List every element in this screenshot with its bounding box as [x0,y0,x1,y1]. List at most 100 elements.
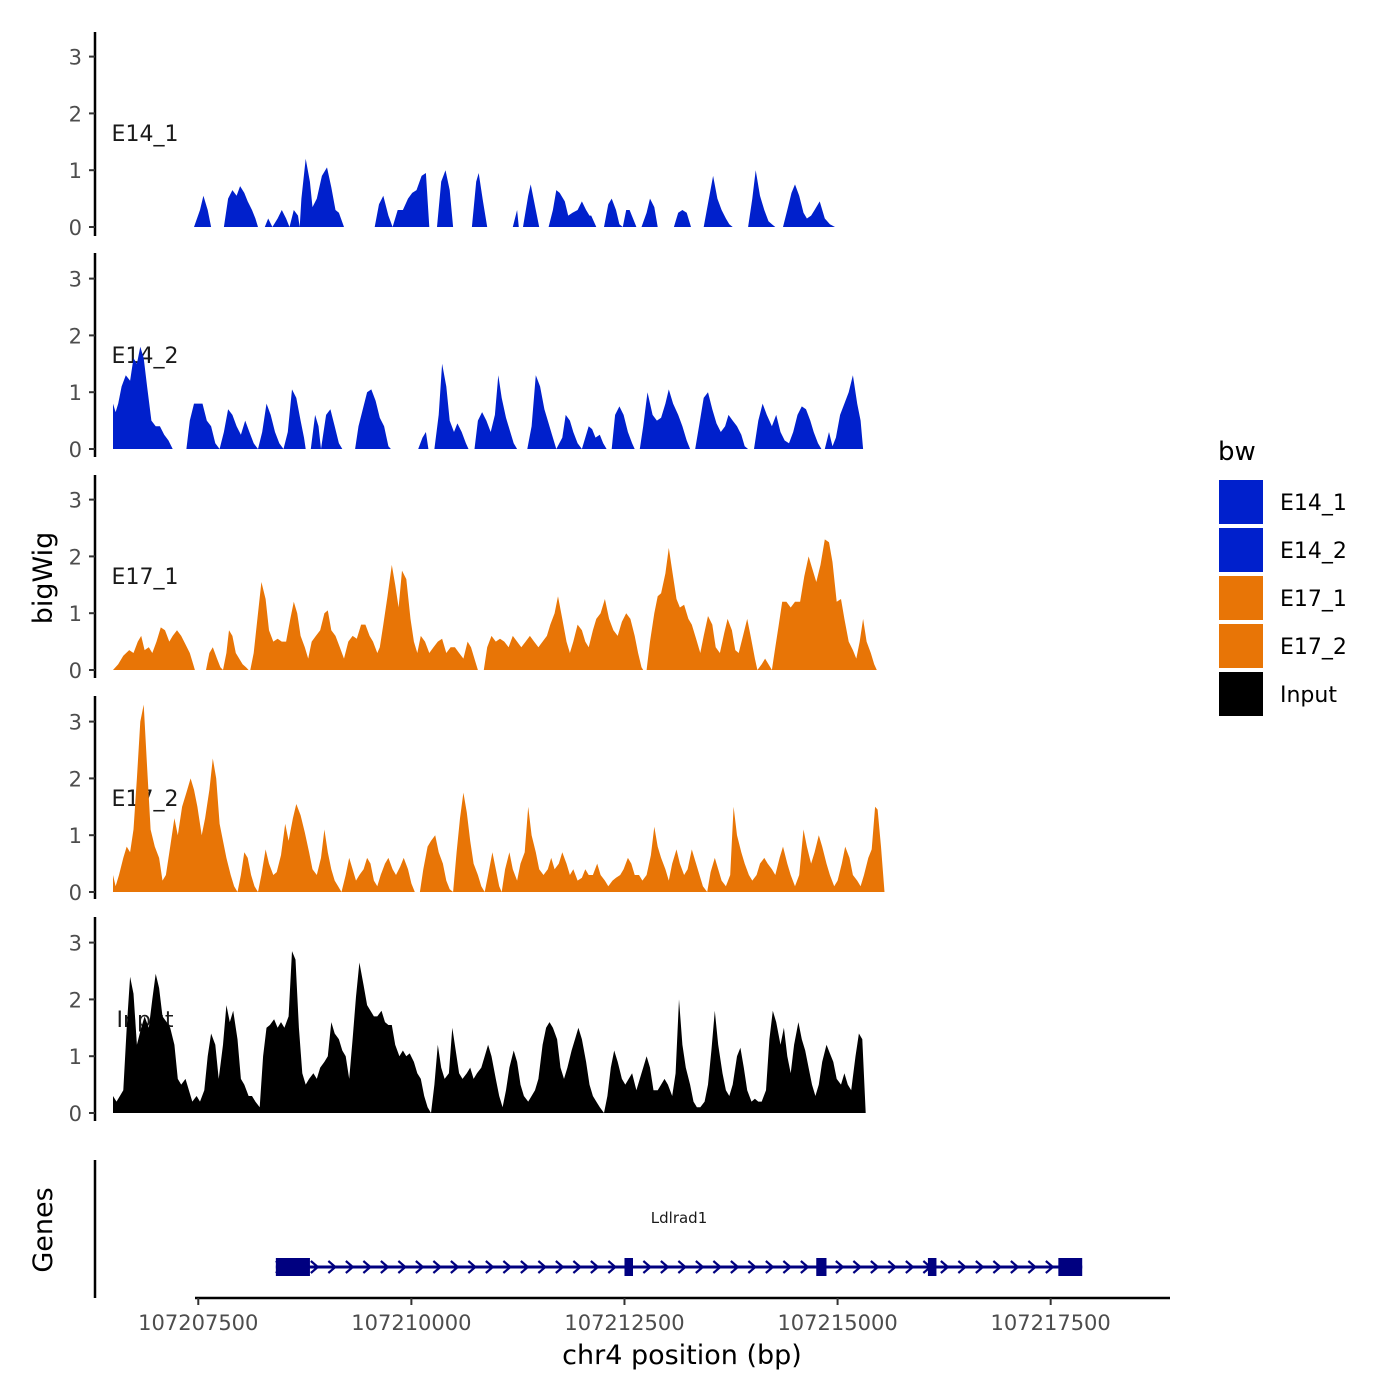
strand-arrow [852,1260,863,1274]
x-tick-label: 107215000 [777,1311,897,1335]
strand-arrow [642,1260,653,1274]
gene-Ldlrad1: Ldlrad1 [275,1209,1083,1276]
strand-arrow [485,1260,495,1274]
strand-arrow [975,1260,985,1274]
legend-swatch [1219,528,1263,572]
legend-label: Input [1280,683,1337,708]
legend-label: E14_2 [1280,539,1347,564]
strand-arrow [940,1260,950,1274]
y-tick-label: 3 [69,932,82,956]
strand-arrow [502,1260,513,1274]
x-tick-label: 107217500 [991,1311,1111,1335]
y-tick-label: 2 [69,324,82,348]
y-tick-label: 1 [69,1045,82,1069]
strand-arrow [537,1260,548,1274]
y-tick-label: 1 [69,381,82,405]
y-axis-title: bigWig [28,532,59,625]
y-tick-label: 3 [69,711,82,735]
strand-arrow [362,1260,373,1274]
strand-arrow [1010,1260,1020,1274]
y-tick-label: 2 [69,102,82,126]
strand-arrow [800,1260,810,1274]
strand-arrow [660,1260,670,1274]
gene-name-label: Ldlrad1 [651,1209,707,1227]
y-tick-label: 0 [69,881,82,905]
y-tick-label: 2 [69,988,82,1012]
strand-arrow [450,1260,460,1274]
strand-arrow [310,1260,320,1274]
strand-arrow [712,1260,723,1274]
strand-arrow [887,1260,898,1274]
strand-arrow [677,1260,688,1274]
gene-exon [1058,1258,1083,1276]
legend-label: E14_1 [1280,491,1347,516]
track-label: E17_1 [112,565,179,590]
track-E17_1: 0 1 2 3 E17_1 [69,475,877,683]
y-tick-label: 0 [69,216,82,240]
strand-arrow [730,1260,740,1274]
gene-exon [624,1258,633,1276]
y-tick-label: 1 [69,159,82,183]
strand-arrow [380,1260,390,1274]
legend: bw E14_1 E14_2 E17_1 E17_2 Input [1218,437,1347,716]
strand-arrow [1027,1260,1038,1274]
y-tick-label: 3 [69,268,82,292]
legend-swatch [1219,672,1263,716]
y-tick-label: 2 [69,545,82,569]
y-tick-label: 0 [69,438,82,462]
y-tick-label: 1 [69,824,82,848]
legend-swatch [1219,576,1263,620]
y-tick-label: 1 [69,602,82,626]
coverage-tracks: 0123E14_10123E14_20123E17_10123E17_20123… [69,32,885,1126]
strand-arrow [590,1260,600,1274]
legend-swatch [1219,624,1263,668]
legend-label: E17_2 [1280,635,1347,660]
legend-label: E17_1 [1280,587,1347,612]
strand-arrow [345,1260,355,1274]
coverage-area-E14_1 [194,158,835,227]
strand-arrow [765,1260,775,1274]
y-tick-label: 2 [69,767,82,791]
gene-exon [816,1258,827,1276]
coverage-area-E17_1 [113,539,877,670]
legend-title: bw [1218,437,1256,467]
coverage-area-E17_2 [113,704,885,892]
strand-arrow [870,1260,880,1274]
coverage-area-Input [113,951,866,1113]
strand-arrow [520,1260,530,1274]
strand-arrow [1045,1260,1055,1274]
strand-arrow [695,1260,705,1274]
strand-arrow [782,1260,793,1274]
track-label: E14_1 [112,122,179,147]
coverage-area-E14_2 [113,346,864,449]
strand-arrow [572,1260,583,1274]
y-tick-label: 3 [69,489,82,513]
strand-arrow [467,1260,478,1274]
gene-track: Ldlrad1 [93,1160,1083,1298]
strand-arrow [415,1260,425,1274]
track-Input: 0123Input [69,917,866,1126]
track-E14_2: 0 1 2 3 E14_2 [69,253,864,462]
strand-arrow [607,1260,618,1274]
legend-swatch [1219,480,1263,524]
strand-arrow [432,1260,443,1274]
strand-arrow [555,1260,565,1274]
strand-arrow [992,1260,1003,1274]
strand-arrow [747,1260,758,1274]
strand-arrow [835,1260,845,1274]
strand-arrow [327,1260,338,1274]
x-tick-label: 107212500 [564,1311,684,1335]
x-tick-label: 107207500 [138,1311,258,1335]
strand-arrow [397,1260,408,1274]
y-tick-label: 0 [69,1102,82,1126]
strand-arrow [905,1260,915,1274]
gene-exon [927,1258,937,1276]
genes-axis-title: Genes [28,1187,59,1272]
x-tick-label: 107210000 [351,1311,471,1335]
x-axis: 107207500 107210000 107212500 107215000 1072… [138,1296,1170,1335]
y-tick-label: 0 [69,659,82,683]
track-E14_1: 0 1 2 3 E14_1 [69,32,835,240]
strand-arrow [957,1260,968,1274]
